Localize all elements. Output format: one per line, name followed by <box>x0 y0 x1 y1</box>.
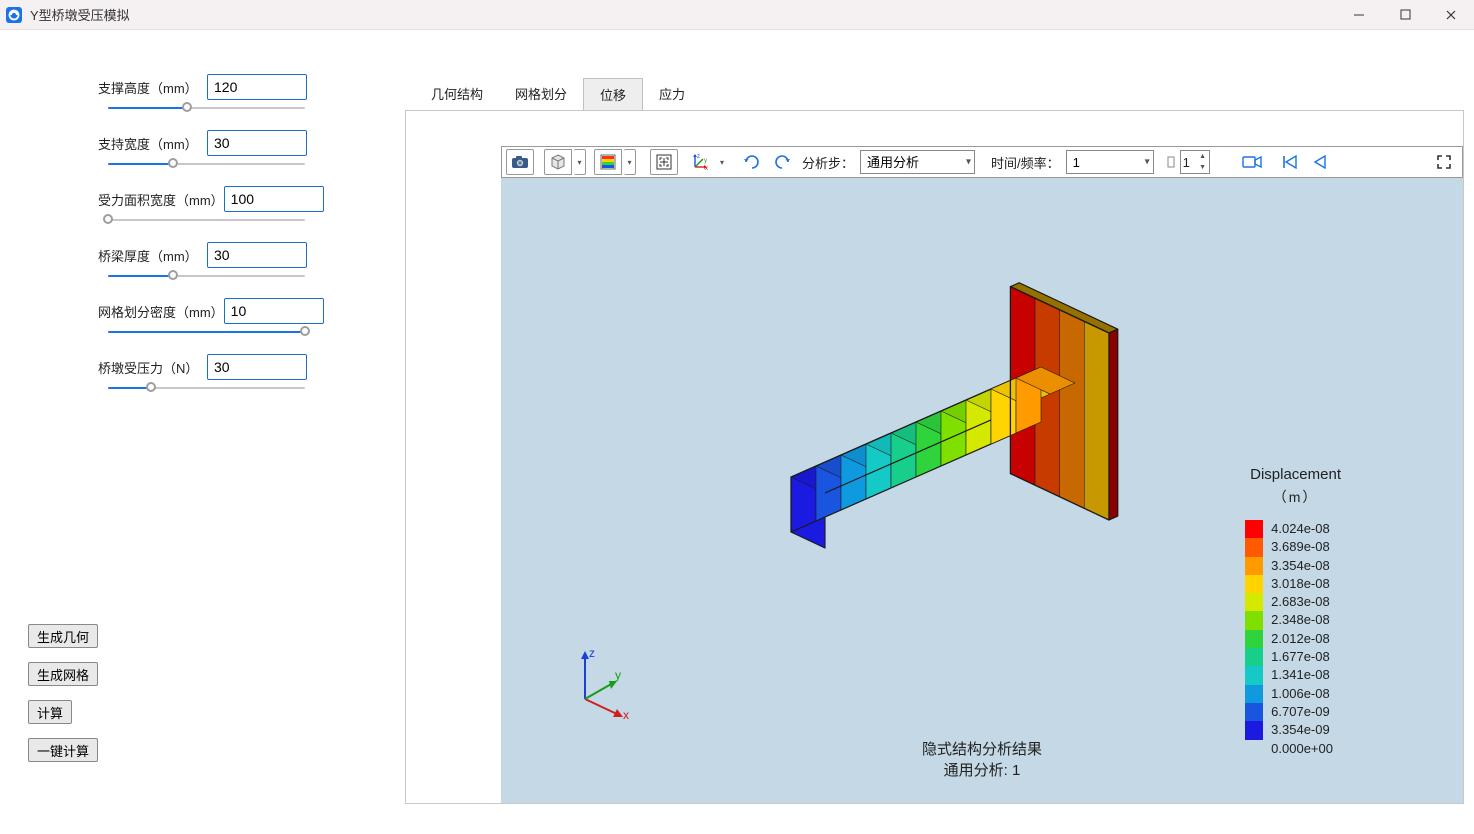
rotate-ccw-icon[interactable] <box>768 149 796 175</box>
legend-value: 2.348e-08 <box>1271 611 1333 629</box>
param-slider[interactable] <box>108 218 305 222</box>
legend-swatch <box>1245 538 1263 556</box>
frame-value: 1 <box>1183 155 1190 170</box>
legend-swatch <box>1245 685 1263 703</box>
legend-value: 3.354e-09 <box>1271 721 1333 739</box>
legend-value: 4.024e-08 <box>1271 520 1333 538</box>
analysis-step-select[interactable]: 通用分析 <box>860 150 975 174</box>
legend-title-block: Displacement （m） <box>1250 466 1341 521</box>
analysis-step-label: 分析步： <box>802 153 854 172</box>
param-slider[interactable] <box>108 106 305 110</box>
time-freq-select[interactable]: 1 <box>1066 150 1154 174</box>
btn-gen-mesh[interactable]: 生成网格 <box>28 662 98 686</box>
svg-text:z: z <box>697 154 700 160</box>
tab-几何结构[interactable]: 几何结构 <box>415 78 499 110</box>
legend-value: 1.341e-08 <box>1271 666 1333 684</box>
app-icon <box>6 7 22 23</box>
fullscreen-icon[interactable] <box>1430 149 1458 175</box>
legend-value: 2.683e-08 <box>1271 593 1333 611</box>
svg-text:y: y <box>615 668 621 682</box>
axis-triad: z x y <box>561 643 641 723</box>
legend-swatch <box>1245 648 1263 666</box>
param-slider[interactable] <box>108 386 305 390</box>
param-row: 网格划分密度（mm） <box>0 298 405 324</box>
close-button[interactable] <box>1428 0 1474 29</box>
param-slider[interactable] <box>108 330 305 334</box>
legend-value: 2.012e-08 <box>1271 630 1333 648</box>
minimize-button[interactable] <box>1336 0 1382 29</box>
param-slider[interactable] <box>108 162 305 166</box>
viewport-toolbar: ▾ ▾ <box>501 146 1463 178</box>
param-label: 桥梁厚度（mm） <box>98 246 198 265</box>
axes-icon[interactable]: zyx <box>686 149 714 175</box>
legend-value: 1.006e-08 <box>1271 685 1333 703</box>
rotate-cw-icon[interactable] <box>738 149 766 175</box>
legend-swatch <box>1245 557 1263 575</box>
param-row: 桥梁厚度（mm） <box>0 242 405 268</box>
legend-swatch <box>1245 593 1263 611</box>
tab-应力[interactable]: 应力 <box>643 78 701 110</box>
param-label: 支撑高度（mm） <box>98 78 198 97</box>
viewport-canvas[interactable]: ▾ ▾ <box>501 146 1463 803</box>
legend-scale: 4.024e-083.689e-083.354e-083.018e-082.68… <box>1245 520 1333 758</box>
param-input[interactable] <box>224 186 324 212</box>
legend-swatch <box>1245 575 1263 593</box>
frame-spinner[interactable]: 1 ▲▼ <box>1180 150 1210 174</box>
camera-icon[interactable] <box>506 149 534 175</box>
displacement-model <box>751 272 1171 592</box>
legend-swatch <box>1245 703 1263 721</box>
legend-value: 1.677e-08 <box>1271 648 1333 666</box>
btn-compute[interactable]: 计算 <box>28 700 72 724</box>
window-title: Y型桥墩受压模拟 <box>30 5 130 24</box>
param-input[interactable] <box>207 130 307 156</box>
svg-text:x: x <box>623 708 629 722</box>
legend-value: 0.000e+00 <box>1271 740 1333 758</box>
legend-swatch <box>1245 520 1263 538</box>
legend-swatch <box>1245 611 1263 629</box>
param-row: 支持宽度（mm） <box>0 130 405 156</box>
legend-value: 3.018e-08 <box>1271 575 1333 593</box>
skip-start-icon[interactable] <box>1276 149 1304 175</box>
param-label: 网格划分密度（mm） <box>98 302 224 321</box>
cube-view-icon[interactable] <box>544 149 572 175</box>
time-freq-label: 时间/频率： <box>991 153 1060 172</box>
param-slider[interactable] <box>108 274 305 278</box>
legend-value: 6.707e-09 <box>1271 703 1333 721</box>
legend-swatch <box>1245 630 1263 648</box>
param-row: 支撑高度（mm） <box>0 74 405 100</box>
cube-view-dropdown[interactable]: ▾ <box>574 149 586 175</box>
param-input[interactable] <box>224 298 324 324</box>
param-label: 桥墩受压力（N） <box>98 358 198 377</box>
svg-text:z: z <box>589 646 595 660</box>
legend-value: 3.354e-08 <box>1271 557 1333 575</box>
param-input[interactable] <box>207 354 307 380</box>
video-camera-icon[interactable] <box>1238 149 1266 175</box>
legend-value: 3.689e-08 <box>1271 538 1333 556</box>
param-input[interactable] <box>207 74 307 100</box>
param-input[interactable] <box>207 242 307 268</box>
contour-icon[interactable] <box>594 149 622 175</box>
legend-swatch <box>1245 721 1263 739</box>
svg-text:x: x <box>705 166 708 171</box>
fit-view-icon[interactable] <box>650 149 678 175</box>
param-row: 受力面积宽度（mm） <box>0 186 405 212</box>
btn-one-click[interactable]: 一键计算 <box>28 738 98 762</box>
axes-dropdown[interactable]: ▾ <box>716 149 728 175</box>
param-row: 桥墩受压力（N） <box>0 354 405 380</box>
param-label: 支持宽度（mm） <box>98 134 198 153</box>
btn-gen-geometry[interactable]: 生成几何 <box>28 624 98 648</box>
contour-dropdown[interactable]: ▾ <box>624 149 636 175</box>
param-label: 受力面积宽度（mm） <box>98 190 224 209</box>
tab-网格划分[interactable]: 网格划分 <box>499 78 583 110</box>
tab-位移[interactable]: 位移 <box>583 78 643 110</box>
result-caption: 隐式结构分析结果 通用分析: 1 <box>922 739 1042 781</box>
legend-swatch <box>1245 666 1263 684</box>
svg-text:y: y <box>704 158 707 164</box>
frame-link-icon[interactable] <box>1164 149 1178 175</box>
maximize-button[interactable] <box>1382 0 1428 29</box>
step-back-icon[interactable] <box>1306 149 1334 175</box>
